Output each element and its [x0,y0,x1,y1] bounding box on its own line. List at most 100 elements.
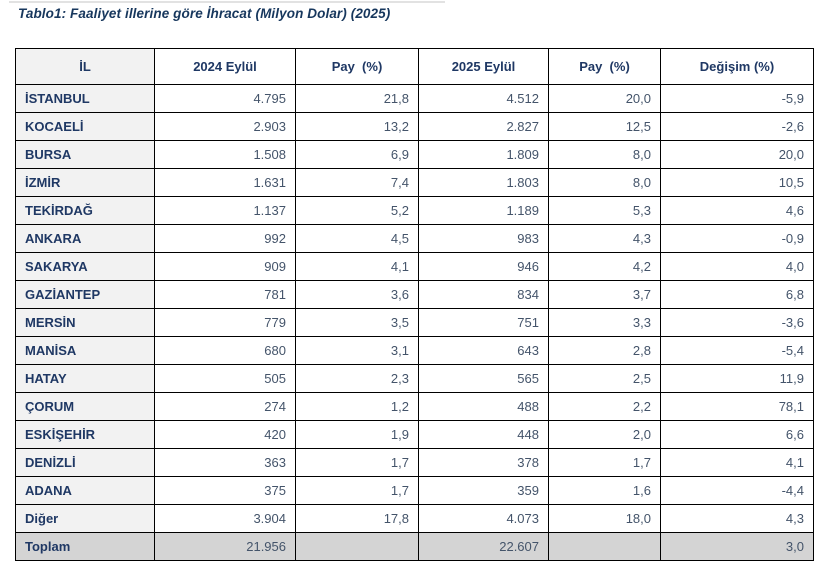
cell-2024-value: 2.903 [154,112,296,141]
table-row-diger: Diğer 3.904 17,8 4.073 18,0 4,3 [15,504,814,533]
cell-2024-value: 274 [154,392,296,421]
cell-change-total: 3,0 [660,532,814,561]
cell-change: -3,6 [660,308,814,337]
cell-change: -5,4 [660,336,814,365]
cell-2024-share: 1,9 [295,420,419,449]
cell-2025-share: 2,0 [548,420,661,449]
cell-province: HATAY [15,364,155,393]
cell-province: BURSA [15,140,155,169]
cell-2025-share: 8,0 [548,140,661,169]
cell-2024-value: 375 [154,476,296,505]
cell-change: -5,9 [660,84,814,113]
table-row-adana: ADANA 375 1,7 359 1,6 -4,4 [15,476,814,505]
cell-province: DENİZLİ [15,448,155,477]
cell-2025-value: 983 [418,224,549,253]
cell-2024-value: 779 [154,308,296,337]
cell-2025-value: 378 [418,448,549,477]
cell-province: ESKİŞEHİR [15,420,155,449]
cell-2025-value: 448 [418,420,549,449]
cell-2024-share: 1,7 [295,476,419,505]
cell-province: Diğer [15,504,155,533]
cell-2025-value: 359 [418,476,549,505]
cell-province: GAZİANTEP [15,280,155,309]
cell-2024-share: 7,4 [295,168,419,197]
cell-2025-value: 2.827 [418,112,549,141]
cell-2024-share: 5,2 [295,196,419,225]
cell-change: 11,9 [660,364,814,393]
table-row-sakarya: SAKARYA 909 4,1 946 4,2 4,0 [15,252,814,281]
cell-2024-value: 781 [154,280,296,309]
cell-2024-value: 3.904 [154,504,296,533]
column-header-il: İL [15,48,155,85]
table-row-hatay: HATAY 505 2,3 565 2,5 11,9 [15,364,814,393]
cell-province: ADANA [15,476,155,505]
cell-2024-value: 1.137 [154,196,296,225]
table-row-kocaeli: KOCAELİ 2.903 13,2 2.827 12,5 -2,6 [15,112,814,141]
cell-2025-share: 8,0 [548,168,661,197]
table-row-total: Toplam 21.956 22.607 3,0 [15,532,814,561]
cell-province-total: Toplam [15,532,155,561]
cell-change: 4,0 [660,252,814,281]
cell-2025-share: 2,5 [548,364,661,393]
cell-province: ÇORUM [15,392,155,421]
cell-2025-value: 565 [418,364,549,393]
cell-2025-share: 12,5 [548,112,661,141]
table-body: İSTANBUL 4.795 21,8 4.512 20,0 -5,9 KOCA… [15,84,814,561]
cell-2025-value: 946 [418,252,549,281]
table-row-tekirdag: TEKİRDAĞ 1.137 5,2 1.189 5,3 4,6 [15,196,814,225]
cell-province: KOCAELİ [15,112,155,141]
table-row-eskisehir: ESKİŞEHİR 420 1,9 448 2,0 6,6 [15,420,814,449]
cell-2024-share-total [295,532,419,561]
cell-2024-value: 4.795 [154,84,296,113]
cell-change: 4,6 [660,196,814,225]
cell-2025-share: 4,3 [548,224,661,253]
cell-2024-value: 680 [154,336,296,365]
column-header-degisim: Değişim (%) [660,48,814,85]
cell-2024-value: 1.631 [154,168,296,197]
cell-2024-share: 13,2 [295,112,419,141]
cell-2025-share: 18,0 [548,504,661,533]
cell-2025-value: 488 [418,392,549,421]
table-row-bursa: BURSA 1.508 6,9 1.809 8,0 20,0 [15,140,814,169]
cell-change: 78,1 [660,392,814,421]
table-row-izmir: İZMİR 1.631 7,4 1.803 8,0 10,5 [15,168,814,197]
cell-2024-value: 505 [154,364,296,393]
cell-change: 6,6 [660,420,814,449]
cell-change: 4,3 [660,504,814,533]
export-by-province-table: İL 2024 Eylül Pay (%) 2025 Eylül Pay (%)… [15,48,814,561]
cell-province: SAKARYA [15,252,155,281]
column-header-2024-eylul: 2024 Eylül [154,48,296,85]
table-row-manisa: MANİSA 680 3,1 643 2,8 -5,4 [15,336,814,365]
cell-2024-value: 420 [154,420,296,449]
cell-2025-value: 751 [418,308,549,337]
cell-2025-value: 4.073 [418,504,549,533]
table-row-gaziantep: GAZİANTEP 781 3,6 834 3,7 6,8 [15,280,814,309]
cell-2024-share: 1,7 [295,448,419,477]
cell-change: -4,4 [660,476,814,505]
cell-2024-value: 909 [154,252,296,281]
cell-province: İZMİR [15,168,155,197]
cell-2025-share: 20,0 [548,84,661,113]
cell-2024-value-total: 21.956 [154,532,296,561]
cell-2025-value: 1.809 [418,140,549,169]
cell-2025-value-total: 22.607 [418,532,549,561]
cell-2024-value: 1.508 [154,140,296,169]
table-row-istanbul: İSTANBUL 4.795 21,8 4.512 20,0 -5,9 [15,84,814,113]
cell-2024-share: 4,1 [295,252,419,281]
cell-2024-share: 6,9 [295,140,419,169]
cell-2024-value: 992 [154,224,296,253]
cell-2024-share: 2,3 [295,364,419,393]
cell-change: -2,6 [660,112,814,141]
cell-2024-share: 3,1 [295,336,419,365]
top-edge-artifact [9,1,445,3]
cell-province: TEKİRDAĞ [15,196,155,225]
cell-2024-share: 3,6 [295,280,419,309]
table-row-ankara: ANKARA 992 4,5 983 4,3 -0,9 [15,224,814,253]
cell-change: 20,0 [660,140,814,169]
cell-2025-value: 1.803 [418,168,549,197]
table-row-mersin: MERSİN 779 3,5 751 3,3 -3,6 [15,308,814,337]
cell-2025-share-total [548,532,661,561]
cell-2024-share: 3,5 [295,308,419,337]
cell-2025-value: 4.512 [418,84,549,113]
